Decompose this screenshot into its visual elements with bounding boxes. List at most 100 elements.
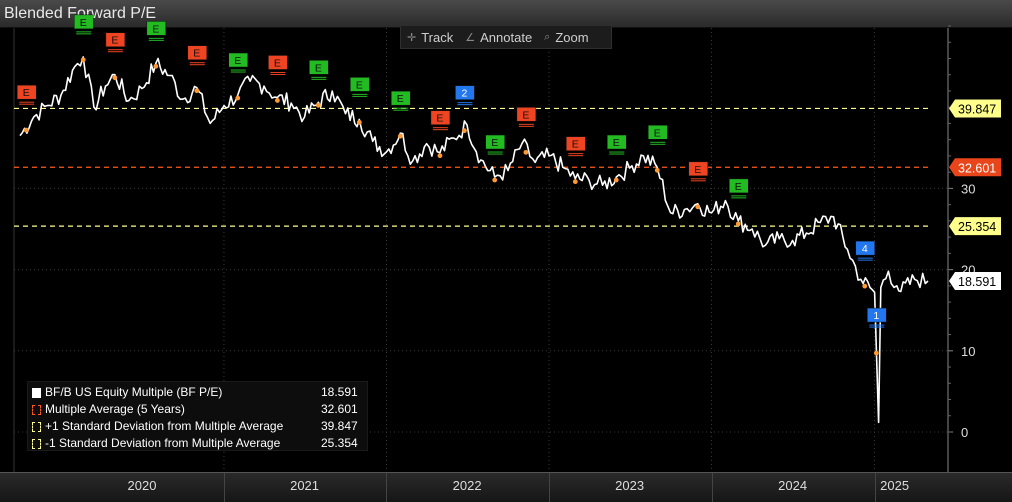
x-axis-separator bbox=[223, 473, 225, 502]
event-badge bbox=[105, 32, 126, 47]
event-badge bbox=[73, 14, 94, 30]
event-badge bbox=[391, 90, 411, 106]
event-dot bbox=[80, 57, 86, 63]
x-axis-separator bbox=[386, 473, 388, 502]
event-dot bbox=[153, 63, 159, 69]
event-dot bbox=[735, 221, 741, 227]
event-badge bbox=[647, 125, 668, 140]
legend-swatch-minus-std bbox=[32, 438, 41, 449]
event-label: E bbox=[436, 113, 443, 125]
event-dot bbox=[695, 204, 701, 210]
x-axis-bar: 2020 2021 2022 2023 2024 2025 bbox=[0, 472, 1012, 502]
x-tick-label: 2023 bbox=[615, 478, 645, 493]
legend-swatch-plus-std bbox=[32, 421, 41, 432]
legend-item-plus-std[interactable]: +1 Standard Deviation from Multiple Aver… bbox=[32, 418, 363, 435]
event-label: E bbox=[491, 137, 498, 149]
x-axis-separator bbox=[874, 473, 876, 502]
x-axis-separator bbox=[549, 473, 551, 502]
zoom-label: Zoom bbox=[555, 29, 589, 45]
legend-value: 32.601 bbox=[321, 402, 358, 416]
reference-value-label: 25.354 bbox=[958, 220, 996, 234]
x-axis-separator bbox=[711, 473, 713, 502]
event-dot bbox=[235, 95, 241, 101]
event-dot bbox=[862, 283, 868, 289]
event-dot bbox=[437, 153, 443, 159]
event-dot bbox=[613, 177, 619, 183]
event-label: E bbox=[613, 137, 620, 149]
event-badge bbox=[729, 178, 749, 194]
y-tick-label: 0 bbox=[961, 425, 968, 440]
event-badge bbox=[309, 60, 329, 75]
event-label: E bbox=[274, 57, 281, 69]
event-label: 2 bbox=[462, 88, 468, 100]
event-badge bbox=[16, 84, 37, 100]
reference-value-label: 39.847 bbox=[958, 102, 996, 116]
legend-label: Multiple Average (5 Years) bbox=[45, 402, 185, 416]
event-label: E bbox=[111, 35, 118, 47]
annotate-button[interactable]: ∠ Annotate bbox=[459, 30, 538, 45]
x-tick-label: 2024 bbox=[778, 478, 808, 493]
event-dot bbox=[492, 177, 498, 183]
event-label: 1 bbox=[873, 310, 879, 322]
x-tick-label: 2021 bbox=[290, 478, 320, 493]
event-dot bbox=[356, 119, 362, 125]
event-label: E bbox=[572, 139, 579, 151]
event-label: E bbox=[654, 127, 661, 139]
event-dot bbox=[315, 102, 321, 108]
event-dot bbox=[572, 179, 578, 185]
event-badge bbox=[516, 107, 537, 122]
event-badge bbox=[228, 52, 249, 68]
event-badge bbox=[566, 136, 586, 151]
track-button[interactable]: ✛ Track bbox=[401, 30, 459, 45]
legend-label: BF/B US Equity Multiple (BF P/E) bbox=[45, 385, 223, 399]
event-badge bbox=[146, 21, 167, 36]
event-label: E bbox=[80, 17, 87, 29]
zoom-button[interactable]: ⌕ Zoom bbox=[538, 30, 594, 45]
x-tick-label: 2020 bbox=[127, 478, 157, 493]
event-dot bbox=[112, 75, 118, 81]
event-dot bbox=[194, 88, 200, 94]
event-badge bbox=[268, 55, 288, 70]
event-label: E bbox=[356, 79, 363, 91]
legend-item-series[interactable]: BF/B US Equity Multiple (BF P/E) 18.591 bbox=[32, 384, 363, 401]
track-label: Track bbox=[421, 29, 454, 45]
reference-value-label: 32.601 bbox=[958, 161, 996, 175]
event-dot bbox=[654, 167, 660, 173]
legend-value: 25.354 bbox=[321, 436, 358, 450]
event-badge bbox=[688, 161, 709, 177]
legend-value: 18.591 bbox=[321, 385, 358, 399]
legend-item-minus-std[interactable]: -1 Standard Deviation from Multiple Aver… bbox=[32, 435, 363, 452]
pencil-icon: ∠ bbox=[465, 31, 476, 44]
event-badge bbox=[867, 307, 887, 323]
crosshair-icon: ✛ bbox=[407, 31, 417, 44]
x-tick-label: 2022 bbox=[452, 478, 482, 493]
y-tick-label: 10 bbox=[961, 344, 975, 359]
annotate-label: Annotate bbox=[480, 29, 533, 45]
event-badge bbox=[455, 85, 475, 100]
event-dot bbox=[397, 133, 403, 139]
event-badge bbox=[855, 240, 876, 256]
last-value-tag bbox=[949, 272, 1001, 291]
series-line bbox=[19, 56, 929, 424]
event-label: E bbox=[735, 181, 742, 193]
legend-swatch-average bbox=[32, 404, 41, 415]
event-label: E bbox=[193, 48, 200, 60]
event-label: E bbox=[23, 87, 30, 99]
chart-legend: BF/B US Equity Multiple (BF P/E) 18.591 … bbox=[27, 381, 368, 451]
event-badge bbox=[485, 134, 505, 150]
legend-value: 39.847 bbox=[321, 419, 358, 433]
reference-value-tag bbox=[949, 158, 1001, 177]
event-dot bbox=[462, 128, 467, 134]
legend-item-average[interactable]: Multiple Average (5 Years) 32.601 bbox=[32, 401, 363, 418]
event-badge bbox=[350, 77, 370, 92]
event-label: E bbox=[315, 62, 322, 74]
last-value-label: 18.591 bbox=[958, 275, 996, 289]
event-label: 4 bbox=[862, 243, 868, 255]
legend-swatch-series bbox=[32, 387, 41, 398]
event-label: E bbox=[152, 23, 159, 35]
event-badge bbox=[187, 45, 208, 60]
legend-label: -1 Standard Deviation from Multiple Aver… bbox=[45, 436, 281, 450]
event-label: E bbox=[397, 93, 404, 105]
chart-title: Blended Forward P/E bbox=[4, 5, 157, 22]
